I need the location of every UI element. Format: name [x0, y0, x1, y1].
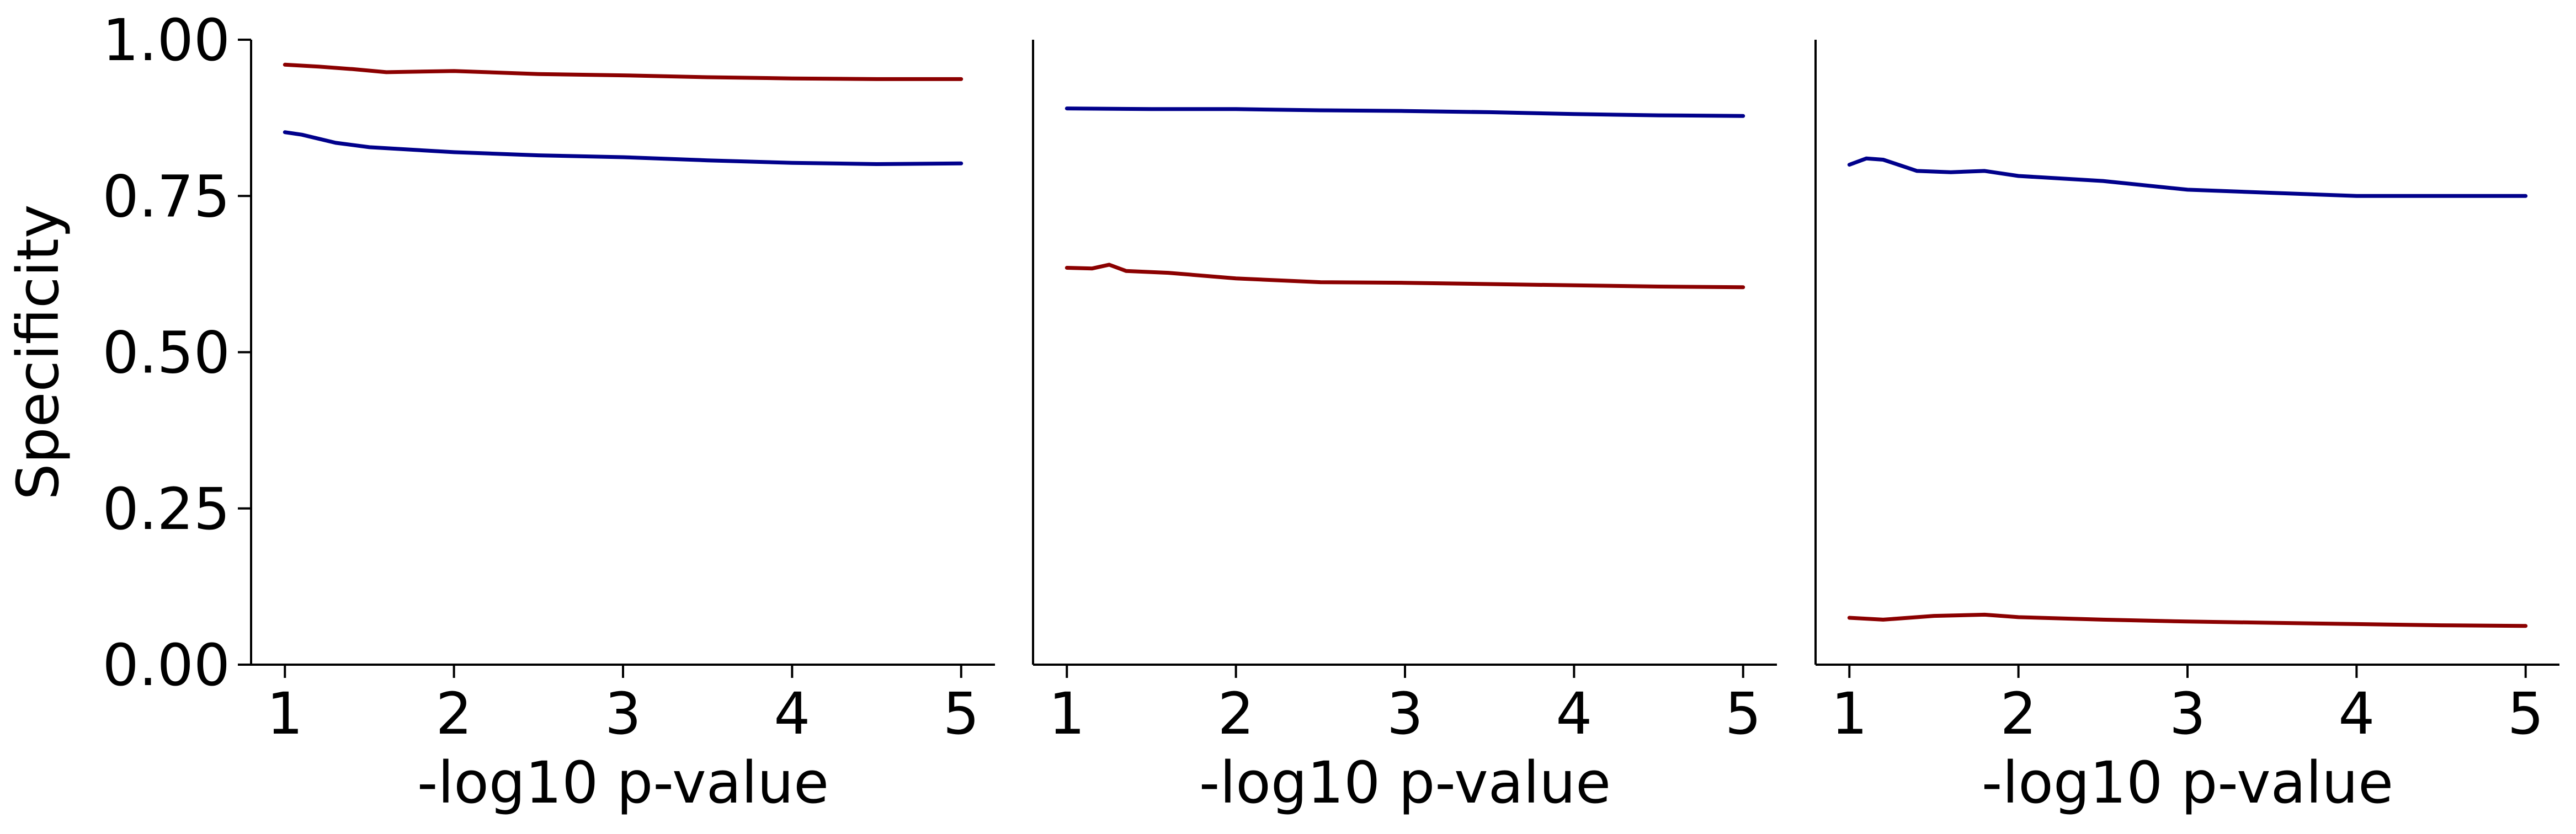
x-tick-label: 2 [2000, 680, 2037, 747]
x-tick-label: 2 [436, 680, 472, 747]
x-axis-title: -log10 p-value [1982, 749, 2393, 816]
x-tick-label: 5 [1725, 680, 1761, 747]
panel-2: 1 2 3 4 5 -log10 p-value [1032, 40, 1777, 816]
series-line-panel-1-1 [283, 62, 964, 81]
x-tick-label: 5 [2508, 680, 2544, 747]
series-line-panel-2-1 [1065, 106, 1745, 118]
y-tick-label: 0.00 [102, 632, 230, 699]
panel-3: 1 2 3 4 5 -log10 p-value [1814, 40, 2559, 816]
x-tick-label: 4 [774, 680, 810, 747]
series-line-panel-3-1 [1847, 156, 2528, 198]
x-tick-label: 1 [1831, 680, 1867, 747]
x-tick-label: 4 [2338, 680, 2375, 747]
series-line-panel-3-2 [1847, 612, 2528, 628]
x-tick-label: 2 [1218, 680, 1254, 747]
x-tick-label: 1 [267, 680, 303, 747]
x-tick-label: 5 [943, 680, 980, 747]
x-axis-title: -log10 p-value [417, 749, 829, 816]
panel-1: 1 2 3 4 5 -log10 p-value 0.00 0.25 0.50 0.75 1.00 S… [4, 7, 995, 816]
x-axis-title: -log10 p-value [1199, 749, 1611, 816]
y-tick-label: 1.00 [102, 7, 230, 74]
y-axis-title: Specificity [4, 205, 72, 500]
x-tick-label: 3 [2169, 680, 2206, 747]
x-tick-label: 3 [605, 680, 641, 747]
y-tick-label: 0.25 [102, 475, 230, 543]
x-tick-label: 3 [1387, 680, 1423, 747]
x-tick-label: 1 [1049, 680, 1085, 747]
y-tick-label: 0.75 [102, 163, 230, 230]
series-line-panel-1-2 [283, 130, 964, 166]
series-line-panel-2-2 [1065, 263, 1745, 290]
y-tick-label: 0.50 [102, 319, 230, 387]
x-tick-label: 4 [1556, 680, 1592, 747]
